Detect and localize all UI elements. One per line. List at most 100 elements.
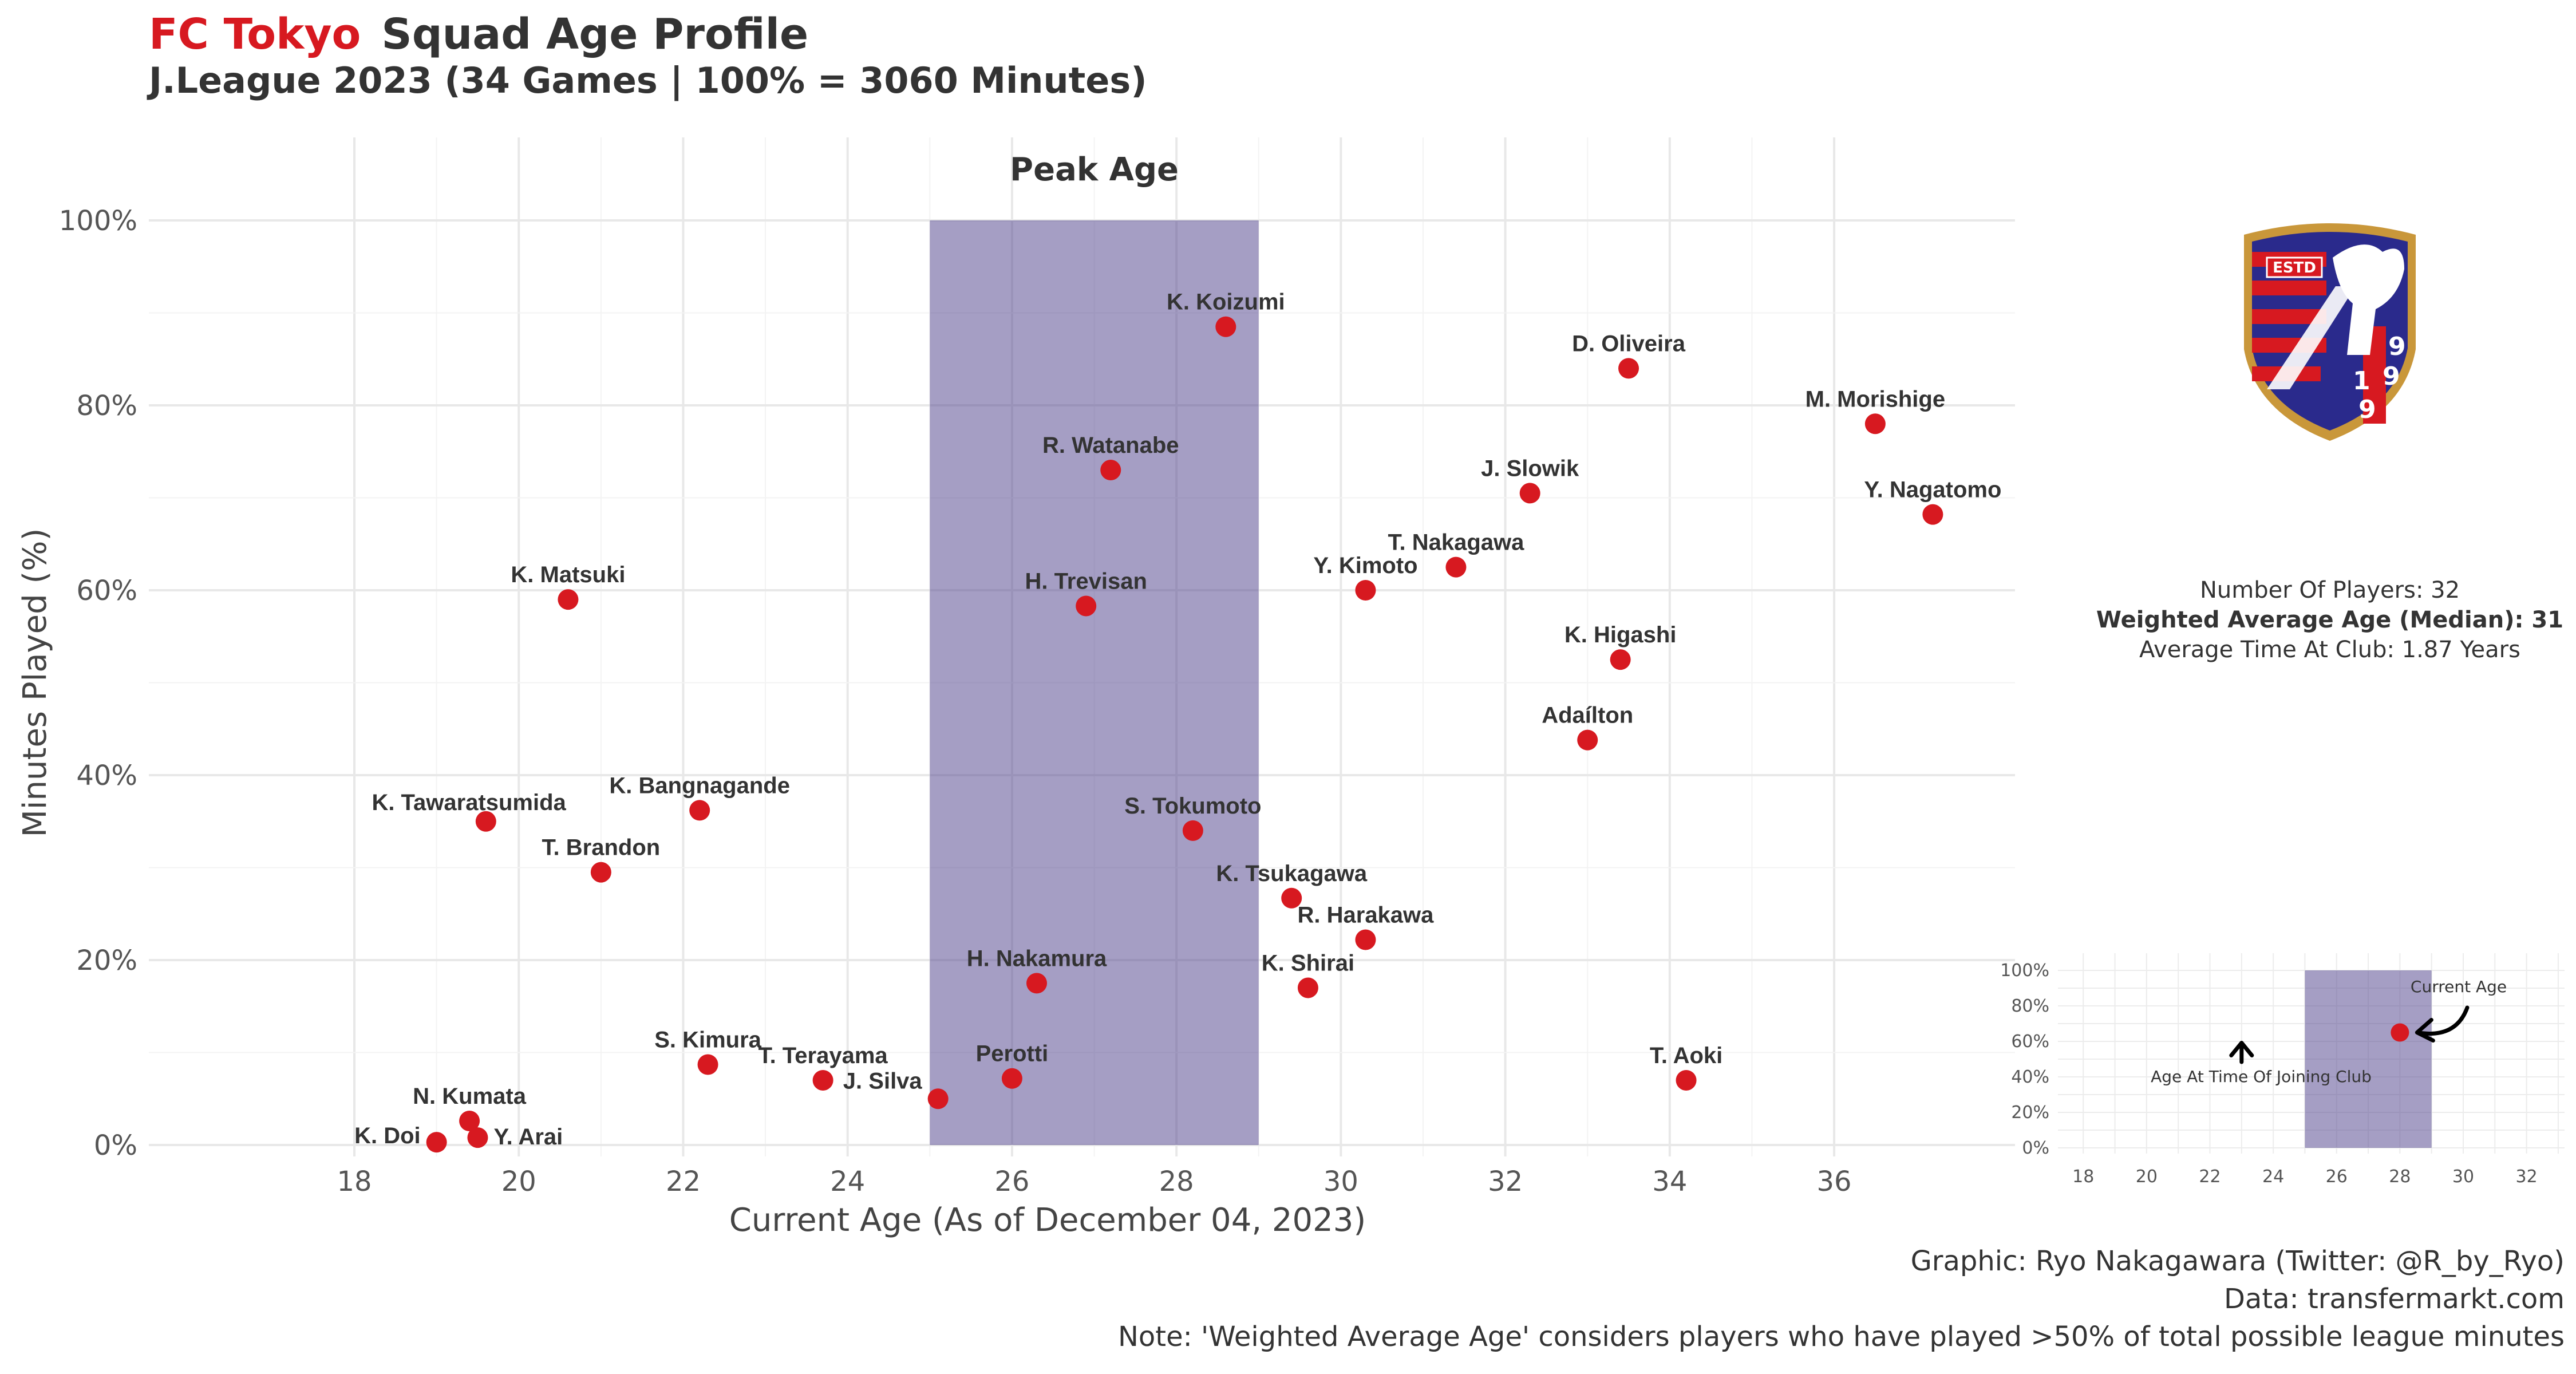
point-k-tsukagawa — [1281, 887, 1302, 909]
label-s-kimura: S. Kimura — [654, 1027, 761, 1052]
x-axis-title: Current Age (As of December 04, 2023) — [729, 1202, 1366, 1239]
stat-weighted-age: Weighted Average Age (Median): 31 — [2096, 607, 2564, 633]
peak-age-band — [930, 220, 1259, 1145]
credit-graphic: Graphic: Ryo Nakagawara (Twitter: @R_by_… — [1910, 1245, 2565, 1277]
inset-y-tick-4: 80% — [2011, 996, 2049, 1016]
y-tick-3: 60% — [76, 575, 137, 607]
point-d-oliveira — [1618, 358, 1639, 379]
peak-age-label: Peak Age — [1010, 151, 1179, 188]
label-k-koizumi: K. Koizumi — [1167, 290, 1285, 315]
label-d-oliveira: D. Oliveira — [1572, 331, 1686, 356]
point-k-koizumi — [1215, 316, 1236, 337]
label-t-brandon: T. Brandon — [542, 835, 661, 860]
point-k-shirai — [1297, 977, 1318, 998]
point-t-terayama — [812, 1069, 833, 1091]
x-tick-9: 36 — [1817, 1166, 1852, 1198]
inset-x-tick-7: 32 — [2516, 1167, 2538, 1187]
label-s-tokumoto: S. Tokumoto — [1124, 793, 1261, 819]
point-s-tokumoto — [1182, 820, 1203, 841]
point-m-morishige — [1864, 413, 1886, 435]
inset-y-tick-0: 0% — [2022, 1138, 2049, 1158]
inset-x-tick-1: 20 — [2136, 1167, 2158, 1187]
inset-example-point — [2391, 1023, 2409, 1042]
crest-digit-1: 9 — [2388, 332, 2406, 361]
label-k-bangnagande: K. Bangnagande — [609, 773, 790, 798]
inset-current-age-label: Current Age — [2411, 977, 2507, 996]
point-y-kimoto — [1355, 580, 1376, 601]
label-r-harakawa: R. Harakawa — [1298, 902, 1435, 927]
chart-subtitle: J.League 2023 (34 Games | 100% = 3060 Mi… — [149, 60, 1147, 102]
inset-x-tick-2: 22 — [2199, 1167, 2221, 1187]
inset-peak-band — [2305, 970, 2432, 1148]
x-tick-6: 30 — [1323, 1166, 1358, 1198]
inset-joining-arrow — [2229, 1041, 2254, 1064]
label-k-matsuki: K. Matsuki — [511, 562, 625, 587]
point-k-doi — [426, 1132, 447, 1153]
point-k-matsuki — [558, 589, 579, 610]
point-j-silva — [927, 1088, 949, 1110]
label-perotti: Perotti — [976, 1041, 1049, 1067]
label-y-kimoto: Y. Kimoto — [1313, 553, 1417, 578]
squad-stats: Number Of Players: 32 Weighted Average A… — [2072, 575, 2576, 665]
point-t-nakagawa — [1445, 556, 1467, 578]
label-k-doi: K. Doi — [354, 1123, 421, 1148]
label-h-trevisan: H. Trevisan — [1025, 568, 1147, 594]
inset-y-tick-3: 60% — [2011, 1032, 2049, 1052]
label-n-kumata: N. Kumata — [413, 1084, 527, 1109]
inset-x-tick-4: 26 — [2326, 1167, 2348, 1187]
label-t-nakagawa: T. Nakagawa — [1388, 530, 1524, 555]
label-k-higashi: K. Higashi — [1564, 622, 1677, 647]
stat-players: Number Of Players: 32 — [2199, 577, 2460, 603]
x-tick-labels: 18 20 22 24 26 28 30 32 34 36 — [337, 1166, 1851, 1198]
inset-y-tick-5: 100% — [2000, 961, 2049, 981]
x-tick-3: 24 — [830, 1166, 865, 1198]
label-t-aoki: T. Aoki — [1650, 1043, 1722, 1068]
point-y-arai — [467, 1127, 488, 1148]
point-h-trevisan — [1076, 595, 1097, 617]
inset-x-tick-5: 28 — [2389, 1167, 2411, 1187]
inset-x-tick-0: 18 — [2072, 1167, 2094, 1187]
label-r-watanabe: R. Watanabe — [1042, 433, 1179, 458]
inset-current-age-arrow — [2415, 1005, 2470, 1043]
x-tick-4: 26 — [994, 1166, 1029, 1198]
label-k-tsukagawa: K. Tsukagawa — [1216, 861, 1368, 886]
y-tick-4: 80% — [76, 390, 137, 422]
club-name: FC Tokyo — [149, 10, 361, 59]
crest-digit-0: 1 — [2353, 366, 2370, 396]
inset-joining-label: Age At Time Of Joining Club — [2151, 1067, 2372, 1086]
point-perotti — [1001, 1068, 1022, 1089]
point-t-aoki — [1676, 1069, 1697, 1091]
x-tick-8: 34 — [1652, 1166, 1687, 1198]
point-k-bangnagande — [689, 800, 710, 821]
inset-x-tick-6: 30 — [2452, 1167, 2474, 1187]
x-tick-2: 22 — [666, 1166, 701, 1198]
inset-y-tick-1: 20% — [2011, 1103, 2049, 1123]
x-tick-5: 28 — [1159, 1166, 1194, 1198]
stat-time-at-club: Average Time At Club: 1.87 Years — [2139, 637, 2520, 663]
point-r-harakawa — [1355, 929, 1376, 950]
label-k-tawaratsumida: K. Tawaratsumida — [372, 790, 566, 815]
crest-digit-3: 9 — [2358, 395, 2376, 424]
credits: Graphic: Ryo Nakagawara (Twitter: @R_by_… — [1118, 1242, 2565, 1356]
chart-header: FC Tokyo Squad Age Profile J.League 2023 … — [149, 11, 1147, 101]
fc-tokyo-crest-icon: ESTD 9 9 1 9 — [2244, 223, 2416, 441]
inset-x-tick-3: 24 — [2262, 1167, 2284, 1187]
title-text: Squad Age Profile — [381, 10, 809, 59]
point-y-nagatomo — [1922, 504, 1943, 525]
x-tick-7: 32 — [1488, 1166, 1523, 1198]
label-j-silva: J. Silva — [843, 1068, 923, 1093]
y-axis-title: Minutes Played (%) — [17, 528, 54, 838]
label-y-arai: Y. Arai — [493, 1124, 563, 1150]
x-tick-0: 18 — [337, 1166, 372, 1198]
point-n-kumata — [459, 1111, 480, 1132]
point-t-brandon — [590, 862, 611, 883]
crest-estd: ESTD — [2273, 259, 2316, 277]
point-j-slowik — [1519, 483, 1540, 504]
label-m-morishige: M. Morishige — [1805, 386, 1945, 412]
point-k-higashi — [1610, 649, 1631, 670]
point-s-kimura — [697, 1054, 718, 1075]
y-tick-2: 40% — [76, 760, 137, 792]
x-tick-1: 20 — [501, 1166, 536, 1198]
